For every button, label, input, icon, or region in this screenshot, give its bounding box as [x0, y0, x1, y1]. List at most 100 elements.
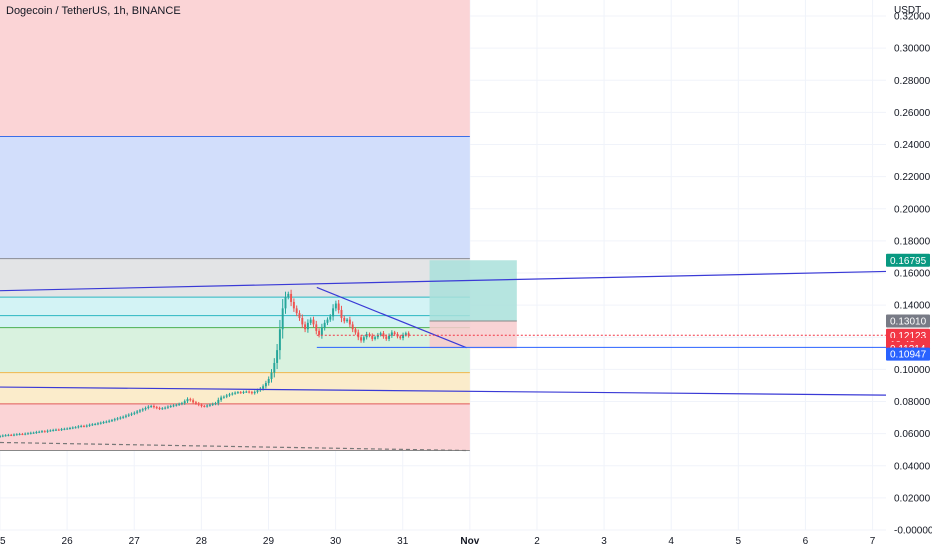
- candle-body: [99, 422, 102, 424]
- y-tick-label: 0.22000: [894, 172, 931, 183]
- candle-body: [334, 303, 337, 309]
- trendline-dashed-base[interactable]: [0, 441, 467, 452]
- x-tick-label: Nov: [460, 536, 479, 547]
- x-tick-label: 7: [870, 536, 876, 547]
- candle-body: [281, 308, 284, 330]
- candle-body: [287, 293, 290, 298]
- candle-body: [399, 336, 402, 339]
- candle-body: [390, 332, 393, 336]
- y-tick-label: 0.24000: [894, 140, 931, 151]
- candle-body: [18, 433, 21, 435]
- candle-body: [130, 413, 133, 415]
- candle-body: [264, 383, 267, 387]
- y-axis-unit-label: USDT: [894, 5, 921, 16]
- position-box[interactable]: [429, 260, 517, 349]
- candle-body: [393, 332, 396, 335]
- candle-body: [144, 407, 147, 410]
- position-target-zone[interactable]: [429, 260, 517, 322]
- candle-body: [116, 418, 119, 420]
- y-tick-label: 0.16000: [894, 269, 931, 280]
- candle-body: [74, 427, 77, 429]
- candle-body: [404, 333, 407, 335]
- candle-body: [49, 430, 52, 432]
- candle-body: [189, 399, 192, 401]
- candle-body: [234, 392, 237, 394]
- x-tick-label: 27: [129, 536, 141, 547]
- candle-body: [24, 433, 27, 435]
- candle-body: [250, 392, 253, 394]
- candle-body: [323, 322, 326, 328]
- candle-body: [46, 430, 49, 432]
- candle-body: [166, 406, 169, 408]
- candle-body: [102, 422, 105, 424]
- candle-body: [236, 392, 239, 394]
- price-badge: [886, 253, 930, 267]
- zone-red-upper: [0, 0, 470, 137]
- candle-body: [27, 433, 29, 435]
- x-tick-label: 28: [196, 536, 208, 547]
- candle-body: [217, 399, 220, 404]
- candle-body: [10, 434, 13, 436]
- candle-body: [292, 301, 295, 309]
- candle-body: [141, 409, 144, 411]
- candle-body: [374, 337, 377, 339]
- candle-body: [197, 403, 200, 405]
- candle-body: [312, 319, 315, 325]
- price-badge-label: 0.12123: [890, 331, 927, 342]
- candle-body: [326, 319, 329, 323]
- candle-body: [180, 403, 183, 405]
- candle-body: [96, 423, 99, 425]
- candle-body: [346, 319, 349, 322]
- candle-body: [127, 414, 130, 416]
- candle-body: [32, 432, 35, 434]
- candle-body: [239, 392, 242, 394]
- candle-body: [290, 293, 293, 302]
- candle-body: [301, 318, 304, 325]
- trend-lines[interactable]: [0, 270, 887, 452]
- trendline-upper-channel[interactable]: [0, 270, 887, 292]
- candle-body: [66, 428, 69, 430]
- candle-body: [306, 322, 309, 330]
- candle-body: [315, 324, 318, 331]
- candle-body: [270, 372, 273, 380]
- x-tick-label: 4: [668, 536, 674, 547]
- candle-body: [267, 379, 270, 384]
- candle-body: [108, 420, 111, 422]
- y-tick-label: 0.18000: [894, 236, 931, 247]
- trendline-lower-channel[interactable]: [0, 386, 887, 396]
- candle-body: [382, 333, 385, 337]
- candle-body: [35, 432, 38, 434]
- candle-body: [133, 412, 136, 414]
- candle-body: [329, 316, 332, 320]
- candle-body: [194, 402, 197, 404]
- trendline-descending[interactable]: [316, 286, 467, 349]
- price-badge: [886, 347, 930, 361]
- candle-body: [360, 337, 363, 341]
- candle-body: [208, 404, 211, 406]
- candle-body: [80, 425, 83, 427]
- candle-body: [155, 407, 158, 409]
- zone-green: [0, 327, 470, 373]
- candle-body: [214, 403, 217, 405]
- y-tick-label: 0.14000: [894, 301, 931, 312]
- candle-body: [60, 429, 63, 431]
- candle-body: [136, 411, 139, 413]
- candle-body: [388, 335, 391, 339]
- candle-body: [225, 395, 228, 397]
- candle-body: [1, 435, 4, 437]
- candle-body: [124, 415, 127, 417]
- y-tick-label: 0.26000: [894, 108, 931, 119]
- position-stop-zone[interactable]: [429, 321, 517, 349]
- candle-body: [52, 429, 55, 431]
- y-tick-label: 0.04000: [894, 461, 931, 472]
- zone-blue: [0, 136, 470, 259]
- candle-body: [88, 424, 91, 426]
- x-tick-label: 30: [330, 536, 342, 547]
- price-badge-label: 0.10947: [890, 350, 927, 361]
- candle-body: [222, 396, 225, 398]
- candle-body: [110, 420, 113, 422]
- candle-body: [211, 403, 214, 405]
- y-tick-label: 0.06000: [894, 429, 931, 440]
